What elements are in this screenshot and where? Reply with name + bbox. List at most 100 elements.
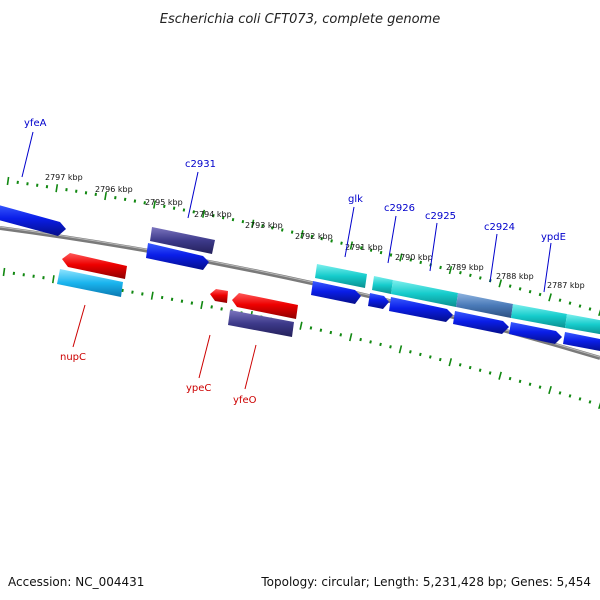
label-c2924[interactable]: c2924 <box>484 222 515 233</box>
gene-c2926[interactable] <box>368 293 389 309</box>
upper-scale-track <box>6 176 600 317</box>
upper-scale-tick-39 <box>389 253 393 257</box>
gene-glk[interactable] <box>311 281 361 304</box>
upper-scale-tick-60 <box>598 309 600 317</box>
leader-yfeO <box>244 344 257 390</box>
label-c2925[interactable]: c2925 <box>425 211 456 222</box>
gene-c2926-top[interactable] <box>372 276 393 294</box>
label-yfeO[interactable]: yfeO <box>233 395 257 406</box>
gene-c2925[interactable] <box>389 297 453 322</box>
upper-scale-tick-42 <box>419 260 423 265</box>
upper-scale-tick-11 <box>114 196 117 200</box>
lower-scale-tick-51 <box>508 376 512 381</box>
leader-c2926 <box>387 215 397 264</box>
label-ypeC[interactable]: ypeC <box>186 383 211 394</box>
leader-yfeA <box>21 131 34 178</box>
genome-backbone-highlight <box>0 226 600 358</box>
forward-gene-labels: yfeA c2931 glk c2926 c2925 c2924 ypdE <box>21 118 566 293</box>
gene-next[interactable] <box>563 332 600 352</box>
lower-scale-tick-35 <box>348 333 353 342</box>
upper-scale-tick-16 <box>163 204 166 209</box>
upper-scale-tick-37 <box>369 248 373 252</box>
upper-scale-tick-26 <box>261 224 264 228</box>
upper-scale-tick-59 <box>588 307 592 311</box>
gene-ypeC[interactable] <box>210 289 228 303</box>
gene-yfeO[interactable] <box>232 293 298 319</box>
gene-yfeA[interactable] <box>0 204 66 236</box>
lower-scale-tick-32 <box>319 328 323 332</box>
upper-scale-tick-23 <box>231 217 235 222</box>
gene-yfeO-bottom[interactable] <box>228 310 294 337</box>
lower-scale-tick-45 <box>448 358 453 367</box>
reverse-strand-genes <box>57 253 298 337</box>
upper-scale-tick-29 <box>290 230 294 234</box>
label-glk[interactable]: glk <box>348 194 363 205</box>
upper-scale-tick-0 <box>6 176 10 186</box>
lower-scale-tick-40 <box>398 345 403 354</box>
lower-scale-tick-54 <box>538 385 542 389</box>
gene-nupC-bottom[interactable] <box>57 269 123 297</box>
gene-next-top[interactable] <box>565 314 600 335</box>
lower-scale-tick-56 <box>558 391 562 395</box>
upper-scale-tick-12 <box>123 197 127 202</box>
upper-scale-tick-55 <box>548 293 552 302</box>
label-c2931[interactable]: c2931 <box>185 159 216 170</box>
lower-scale-tick-0 <box>2 267 6 277</box>
scale-label-2797: 2797 kbp <box>45 173 83 182</box>
upper-scale-tick-57 <box>568 301 572 305</box>
upper-scale-tick-33 <box>330 239 333 243</box>
lower-scale-tick-18 <box>180 299 184 303</box>
gene-c2924[interactable] <box>453 311 509 334</box>
lower-scale-tick-46 <box>458 363 462 367</box>
gene-c2931-top[interactable] <box>150 227 215 254</box>
label-ypdE[interactable]: ypdE <box>541 232 566 243</box>
gene-ypdE-top[interactable] <box>511 304 567 328</box>
lower-scale-tick-47 <box>468 365 472 370</box>
scale-label-2790: 2790 kbp <box>395 253 433 262</box>
lower-scale-tick-43 <box>428 355 432 359</box>
gene-nupC[interactable] <box>62 253 127 279</box>
upper-scale-tick-21 <box>212 214 215 218</box>
upper-scale-tick-13 <box>133 199 137 203</box>
lower-scale-tick-52 <box>518 379 522 384</box>
upper-scale-tick-19 <box>192 210 196 214</box>
lower-scale-tick-21 <box>210 305 213 309</box>
label-nupC[interactable]: nupC <box>60 352 86 363</box>
scale-label-2792: 2792 kbp <box>295 232 333 241</box>
lower-scale-tick-17 <box>170 297 174 301</box>
upper-scale-tick-51 <box>508 284 512 288</box>
upper-scale-tick-38 <box>379 250 383 255</box>
lower-scale-tick-58 <box>578 397 582 401</box>
upper-scale-tick-25 <box>251 219 255 228</box>
lower-scale-tick-59 <box>588 400 592 404</box>
label-c2926[interactable]: c2926 <box>384 203 415 214</box>
lower-scale-tick-34 <box>339 333 343 337</box>
gene-ypdE[interactable] <box>509 322 562 344</box>
upper-scale-tick-10 <box>104 191 108 201</box>
scale-label-2788: 2788 kbp <box>496 272 534 281</box>
upper-scale-tick-44 <box>439 265 442 270</box>
leader-nupC <box>72 304 86 348</box>
scale-label-2795: 2795 kbp <box>145 198 183 207</box>
leader-ypeC <box>198 334 211 379</box>
leader-c2925 <box>429 222 438 272</box>
accession-label: Accession: NC_004431 <box>8 575 144 589</box>
leader-glk <box>344 206 355 258</box>
gene-c2925-top[interactable] <box>391 280 458 307</box>
gene-glk-top[interactable] <box>315 264 367 288</box>
upper-scale-tick-34 <box>340 241 343 245</box>
upper-scale-tick-15 <box>153 200 156 209</box>
upper-scale-tick-50 <box>498 279 503 288</box>
upper-scale-tick-20 <box>202 209 206 218</box>
upper-scale-tick-27 <box>271 226 274 230</box>
scale-label-2794: 2794 kbp <box>194 210 232 219</box>
lower-scale-tick-5 <box>51 275 55 284</box>
gene-c2931[interactable] <box>146 243 209 270</box>
upper-scale-tick-5 <box>55 184 59 193</box>
gene-c2924-top[interactable] <box>456 293 513 318</box>
upper-scale-tick-40 <box>399 253 403 262</box>
label-yfeA[interactable]: yfeA <box>24 118 47 129</box>
lower-scale-tick-16 <box>160 295 164 300</box>
scale-label-2787: 2787 kbp <box>547 281 585 290</box>
